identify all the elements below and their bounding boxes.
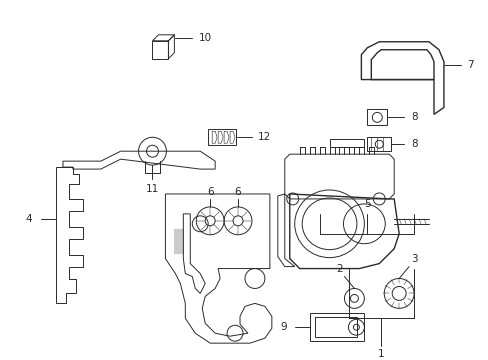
Text: 8: 8: [410, 112, 417, 122]
Text: 7: 7: [467, 60, 473, 69]
Text: 6: 6: [234, 187, 241, 197]
Text: 2: 2: [335, 264, 342, 274]
Text: 12: 12: [258, 132, 271, 142]
Text: 9: 9: [280, 322, 286, 332]
Text: 8: 8: [410, 139, 417, 149]
Text: 10: 10: [198, 33, 211, 43]
Text: 5: 5: [363, 199, 370, 209]
Text: 4: 4: [26, 214, 32, 224]
Text: 6: 6: [206, 187, 213, 197]
Text: 1: 1: [377, 349, 384, 359]
Text: 11: 11: [145, 184, 159, 194]
Text: 3: 3: [410, 253, 417, 264]
